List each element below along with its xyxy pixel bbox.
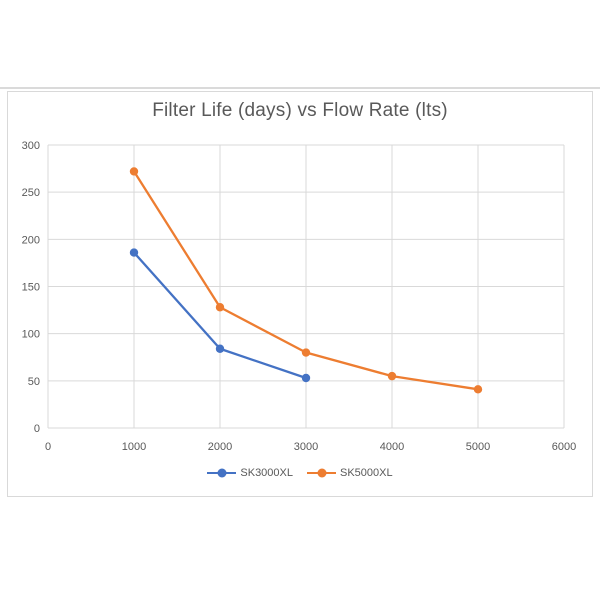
data-point-sk5000xl-5000 <box>473 385 483 394</box>
y-tick-label: 200 <box>22 234 40 246</box>
data-point-sk5000xl-2000 <box>215 303 225 312</box>
x-tick-label: 0 <box>45 441 51 453</box>
y-tick-label: 150 <box>22 282 40 294</box>
data-point-sk5000xl-1000 <box>129 167 139 176</box>
y-tick-label: 250 <box>22 187 40 199</box>
y-tick-label: 300 <box>22 140 40 152</box>
x-tick-label: 6000 <box>552 441 576 453</box>
chart-panel: Filter Life (days) vs Flow Rate (lts) 0 5… <box>7 91 593 497</box>
legend-item-sk5000xl: SK5000XL <box>307 467 393 479</box>
chart-legend: SK3000XL SK5000XL <box>8 467 592 479</box>
chart-title: Filter Life (days) vs Flow Rate (lts) <box>152 100 448 121</box>
x-tick-label: 5000 <box>466 441 490 453</box>
legend-dot-icon <box>217 468 227 478</box>
data-point-sk5000xl-3000 <box>301 348 311 357</box>
legend-item-sk3000xl: SK3000XL <box>207 467 293 479</box>
data-point-sk3000xl-1000 <box>129 248 139 257</box>
data-point-sk3000xl-3000 <box>301 373 311 383</box>
legend-label: SK3000XL <box>240 467 293 479</box>
legend-marker-icon <box>307 468 336 478</box>
x-tick-label: 3000 <box>294 441 318 453</box>
legend-marker-icon <box>207 468 237 478</box>
legend-dot-icon <box>317 468 326 478</box>
x-tick-label: 2000 <box>208 441 232 453</box>
horizontal-divider <box>0 87 600 89</box>
y-tick-label: 50 <box>28 376 40 388</box>
x-tick-label: 4000 <box>380 441 404 453</box>
data-point-sk3000xl-2000 <box>215 344 225 353</box>
x-tick-label: 1000 <box>122 441 146 453</box>
legend-label: SK5000XL <box>340 467 393 479</box>
data-point-sk5000xl-4000 <box>387 371 397 381</box>
y-tick-label: 0 <box>34 423 40 435</box>
y-tick-label: 100 <box>22 329 40 341</box>
